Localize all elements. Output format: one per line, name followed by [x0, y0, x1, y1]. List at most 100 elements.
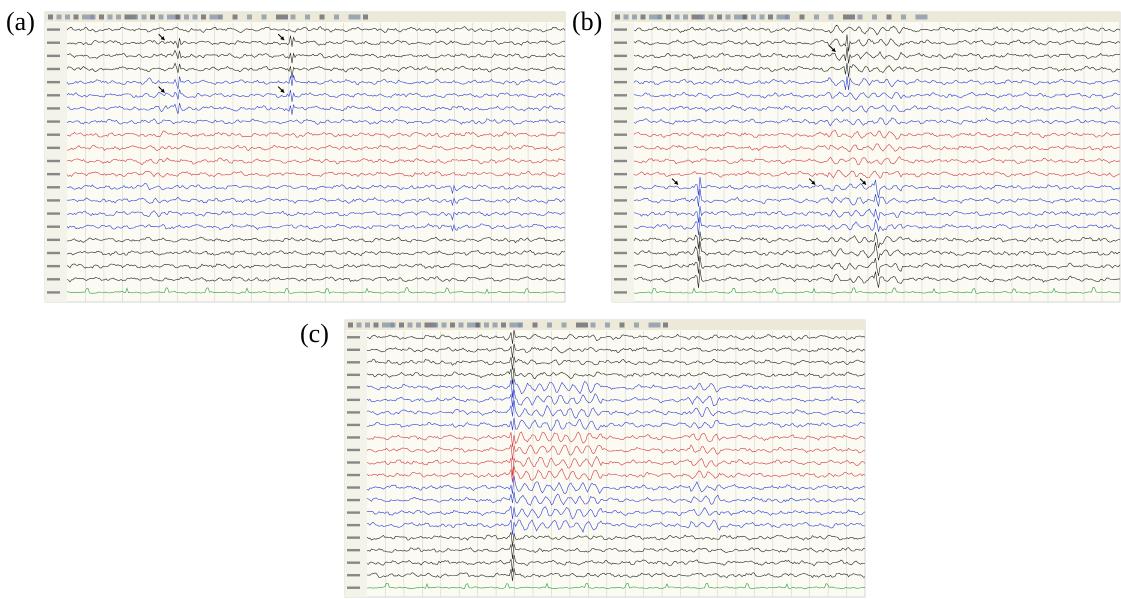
toolbar-icon: [484, 323, 489, 328]
channel-label: [47, 134, 60, 136]
channel-label: [47, 28, 60, 30]
toolbar-icon: [533, 323, 538, 328]
toolbar-icon: [641, 15, 646, 20]
channel-label: [614, 120, 627, 122]
toolbar-icon: [751, 15, 756, 20]
toolbar-icon: [408, 323, 413, 328]
toolbar-icon: [547, 323, 552, 328]
toolbar-icon: [348, 323, 353, 328]
channel-label: [47, 186, 60, 188]
toolbar-icon: [872, 15, 877, 20]
toolbar-icon: [116, 15, 121, 20]
toolbar-icon: [374, 323, 379, 328]
eeg-window: [45, 12, 565, 302]
toolbar-icon: [700, 15, 705, 20]
channel-label: [347, 461, 360, 463]
channel-label: [614, 252, 627, 254]
channel-label: [614, 278, 627, 280]
toolbar-icon: [276, 15, 288, 20]
channel-label: [614, 186, 627, 188]
toolbar-icon: [65, 15, 70, 20]
channel-label: [47, 265, 60, 267]
toolbar-icon: [709, 15, 714, 20]
toolbar-icon: [150, 15, 155, 20]
channel-label: [614, 265, 627, 267]
toolbar-icon: [320, 15, 325, 20]
toolbar-icon: [829, 15, 834, 20]
channel-label: [47, 81, 60, 83]
label-column: [345, 331, 367, 597]
channel-label: [47, 42, 60, 44]
toolbar-icon: [620, 323, 625, 328]
panel-label: (b): [572, 7, 602, 36]
channel-label: [347, 424, 360, 426]
toolbar-icon: [334, 15, 339, 20]
channel-label: [614, 81, 627, 83]
toolbar-icon: [562, 323, 567, 328]
toolbar-icon: [193, 15, 198, 20]
channel-label: [614, 42, 627, 44]
toolbar-icon: [675, 15, 680, 20]
channel-label: [47, 173, 60, 175]
toolbar-icon: [576, 323, 588, 328]
channel-label: [614, 147, 627, 149]
channel-label: [614, 239, 627, 241]
toolbar-icon: [658, 15, 663, 20]
toolbar-icon: [916, 15, 928, 20]
toolbar-icon: [233, 15, 238, 20]
channel-label: [47, 291, 60, 293]
channel-label: [347, 486, 360, 488]
toolbar-icon: [717, 15, 722, 20]
channel-label: [347, 524, 360, 526]
channel-label: [47, 252, 60, 254]
toolbar-icon: [365, 323, 370, 328]
toolbar-icon: [476, 323, 481, 328]
toolbar-icon: [800, 15, 805, 20]
toolbar-icon: [501, 323, 506, 328]
toolbar-icon: [305, 15, 310, 20]
panel-label: (c): [300, 319, 329, 348]
toolbar-icon: [349, 15, 361, 20]
toolbar-icon: [760, 15, 765, 20]
toolbar: [612, 12, 1120, 22]
toolbar-icon: [99, 15, 104, 20]
channel-label: [347, 361, 360, 363]
channel-label: [614, 94, 627, 96]
toolbar-icon: [632, 15, 637, 20]
channel-label: [347, 449, 360, 451]
toolbar-icon: [493, 323, 498, 328]
toolbar-icon: [605, 323, 610, 328]
toolbar-icon: [591, 323, 596, 328]
channel-label: [614, 212, 627, 214]
toolbar-icon: [615, 15, 620, 20]
channel-label: [47, 147, 60, 149]
label-column: [45, 23, 67, 302]
channel-label: [614, 55, 627, 57]
channel-label: [347, 336, 360, 338]
toolbar-icon: [218, 15, 223, 20]
toolbar-icon: [363, 15, 368, 20]
channel-label: [47, 212, 60, 214]
channel-label: [347, 561, 360, 563]
channel-label: [347, 549, 360, 551]
page: (a) (b) (c) (() => { const data = JSON.p…: [0, 0, 1121, 599]
channel-label: [47, 68, 60, 70]
toolbar-icon: [887, 15, 892, 20]
channel-label: [347, 511, 360, 513]
eeg-window: [612, 12, 1120, 302]
window-frame: [345, 320, 865, 597]
channel-label: [347, 536, 360, 538]
channel-label: [347, 474, 360, 476]
toolbar-icon: [416, 323, 421, 328]
toolbar-icon: [768, 15, 773, 20]
toolbar-icon: [843, 15, 855, 20]
toolbar-icon: [57, 15, 62, 20]
channel-label: [47, 120, 60, 122]
toolbar-icon: [357, 323, 362, 328]
toolbar-icon: [201, 15, 206, 20]
toolbar-icon: [663, 323, 668, 328]
channel-label: [614, 291, 627, 293]
channel-label: [347, 349, 360, 351]
toolbar-icon: [74, 15, 79, 20]
channel-label: [347, 587, 360, 589]
